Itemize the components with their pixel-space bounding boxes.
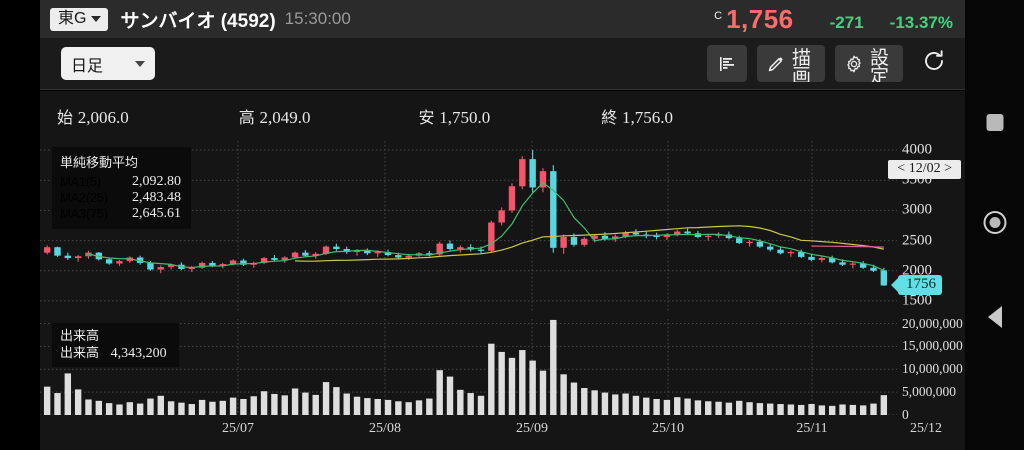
volume-axis: 20,000,000 15,000,000 10,000,000 5,000,000 0 — [897, 315, 965, 422]
ma3-value: 2,645.61 — [132, 206, 181, 221]
quote-time: 15:30:00 — [284, 9, 351, 28]
date-axis-tick: 25/09 — [516, 421, 548, 436]
circle-icon[interactable] — [983, 211, 1006, 234]
chart-toolbar: 日足 描画 — [40, 38, 965, 90]
chevron-down-icon — [91, 15, 102, 22]
system-navigation-bar — [965, 0, 1024, 450]
timeframe-label: 日足 — [71, 57, 104, 75]
ohlc-low-value: 1,750.0 — [439, 108, 491, 127]
ohlc-close-label: 終 — [601, 110, 618, 127]
chart-container[interactable]: 単純移動平均 MA1(5) 2,092.80 MA2(25) 2,483.48 … — [40, 141, 965, 450]
volume-legend: 出来高 出来高 4,343,200 — [52, 323, 179, 367]
ohlc-bar: 始 2,006.0 高 2,049.0 安 1,750.0 終 1,756.0 — [40, 91, 965, 141]
volume-axis-tick: 5,000,000 — [902, 384, 956, 400]
date-nav-label: 12/02 — [908, 161, 941, 176]
price-change: -271 — [829, 12, 864, 32]
triangle-back-icon[interactable] — [987, 306, 1002, 328]
ohlc-high: 高 2,049.0 — [239, 104, 311, 128]
current-price: 1,756 — [726, 3, 794, 34]
gear-icon — [847, 55, 861, 72]
price-distribution-button[interactable] — [707, 45, 747, 82]
timeframe-select[interactable]: 日足 — [61, 47, 155, 80]
volume-axis-tick: 10,000,000 — [902, 361, 963, 377]
exchange-label: 東G — [58, 9, 87, 27]
exchange-selector[interactable]: 東G — [50, 7, 109, 31]
ohlc-close-value: 1,756.0 — [622, 108, 673, 127]
date-navigator[interactable]: < 12/02 > — [888, 160, 961, 179]
volume-legend-row: 出来高 4,343,200 — [60, 344, 167, 362]
date-axis-tick: 25/11 — [796, 421, 828, 436]
app-header: 東G サンバイオ (4592) 15:30:00 C 1,756 -271 -1… — [40, 0, 965, 38]
ohlc-high-label: 高 — [238, 110, 255, 127]
ma-legend-title: 単純移動平均 — [60, 155, 139, 170]
date-axis-tick: 25/07 — [222, 421, 254, 436]
price-plot[interactable] — [40, 141, 897, 313]
ma-legend-row: MA2(25) 2,483.48 — [60, 190, 181, 206]
settings-button[interactable]: 設定 — [835, 45, 903, 82]
price-axis-tick: 1500 — [902, 292, 932, 309]
date-axis-tick: 25/08 — [369, 421, 401, 436]
bars-icon — [720, 56, 734, 71]
ma-legend-row: MA1(5) 2,092.80 — [60, 174, 181, 190]
ohlc-open: 始 2,006.0 — [57, 104, 129, 128]
volume-label: 出来高 — [60, 345, 100, 360]
price-change-percent: -13.37% — [889, 12, 953, 32]
draw-button-label: 描画 — [792, 48, 812, 82]
price-prefix: C — [714, 9, 723, 22]
stock-name: サンバイオ (4592) — [120, 10, 276, 32]
ma2-name: MA2(25) — [60, 190, 108, 205]
volume-plot[interactable] — [40, 319, 897, 415]
price-axis-tick: 4000 — [902, 141, 932, 158]
toolbar-actions: 描画 設定 — [707, 45, 965, 82]
volume-axis-tick: 0 — [902, 407, 909, 422]
left-gutter — [0, 0, 40, 450]
price-axis-tick: 2500 — [902, 232, 932, 249]
ohlc-low: 安 1,750.0 — [419, 104, 491, 128]
date-prev-arrow[interactable]: < — [897, 161, 906, 176]
draw-button[interactable]: 描画 — [757, 45, 825, 82]
pencil-icon — [768, 56, 783, 71]
volume-axis-tick: 20,000,000 — [902, 315, 963, 331]
refresh-button[interactable] — [921, 48, 947, 74]
ma1-name: MA1(5) — [60, 174, 101, 189]
settings-button-label: 設定 — [870, 48, 890, 82]
ma3-name: MA3(75) — [60, 206, 108, 221]
ohlc-close: 終 1,756.0 — [601, 104, 673, 128]
moving-average-legend: 単純移動平均 MA1(5) 2,092.80 MA2(25) 2,483.48 … — [52, 147, 191, 229]
price-axis-tick: 3000 — [902, 201, 932, 218]
volume-axis-tick: 15,000,000 — [902, 338, 963, 354]
date-axis-tick: 25/10 — [652, 421, 684, 436]
date-axis-tick: 25/12 — [910, 421, 942, 436]
current-price-marker: 1756 — [898, 275, 942, 296]
square-icon[interactable] — [986, 114, 1003, 131]
ma-legend-row: MA3(75) 2,645.61 — [60, 206, 181, 222]
ohlc-low-label: 安 — [418, 110, 435, 127]
ohlc-open-label: 始 — [57, 110, 74, 127]
ma1-value: 2,092.80 — [132, 174, 181, 189]
price-axis: 4000 3500 3000 2500 2000 1500 1756 — [897, 141, 965, 313]
ohlc-high-value: 2,049.0 — [259, 108, 311, 127]
ohlc-open-value: 2,006.0 — [77, 108, 129, 127]
ma2-value: 2,483.48 — [132, 190, 181, 205]
volume-legend-title: 出来高 — [60, 328, 100, 343]
price-axis-tick: 2000 — [902, 262, 932, 279]
chevron-down-icon — [135, 60, 145, 67]
date-axis: 25/07 25/08 25/09 25/10 25/11 25/12 — [40, 417, 942, 450]
price-block: C 1,756 -271 -13.37% — [714, 4, 965, 35]
volume-value: 4,343,200 — [110, 346, 167, 361]
date-next-arrow[interactable]: > — [944, 161, 952, 176]
refresh-icon — [925, 50, 943, 70]
